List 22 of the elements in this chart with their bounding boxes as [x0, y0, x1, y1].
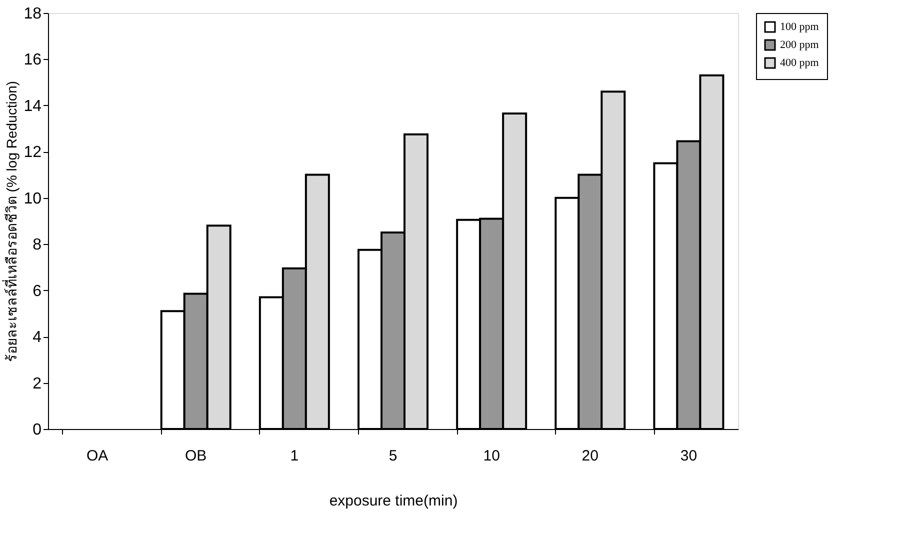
y-tick-label: 18: [24, 6, 42, 22]
legend-label: 100 ppm: [780, 21, 820, 33]
x-tick-label: 30: [680, 448, 698, 464]
y-tick-label: 10: [24, 190, 42, 208]
x-tick-label: 1: [290, 448, 299, 464]
x-tick-label: OA: [86, 448, 108, 464]
y-tick-label: 2: [32, 375, 42, 392]
y-tick-label: 14: [24, 98, 42, 115]
legend-label: 200 ppm: [780, 39, 820, 51]
y-axis-title: ร้อยละเซลล์ที่เหลือรอดชีวิต (% log Reduction): [2, 80, 20, 362]
y-tick-label: 6: [32, 282, 42, 300]
y-tick-label: 16: [24, 52, 42, 69]
x-tick-label: OB: [185, 448, 207, 464]
x-tick-label: 5: [388, 448, 398, 464]
y-tick-label: 0: [32, 422, 42, 438]
x-tick-label: 20: [582, 448, 598, 464]
legend-label: 400 ppm: [780, 57, 820, 69]
x-tick-label: 10: [483, 448, 500, 464]
y-tick-label: 4: [32, 329, 42, 346]
x-axis-title: exposure time(min): [329, 492, 458, 510]
y-tick-label: 8: [32, 236, 42, 254]
y-tick-label: 12: [24, 144, 42, 162]
